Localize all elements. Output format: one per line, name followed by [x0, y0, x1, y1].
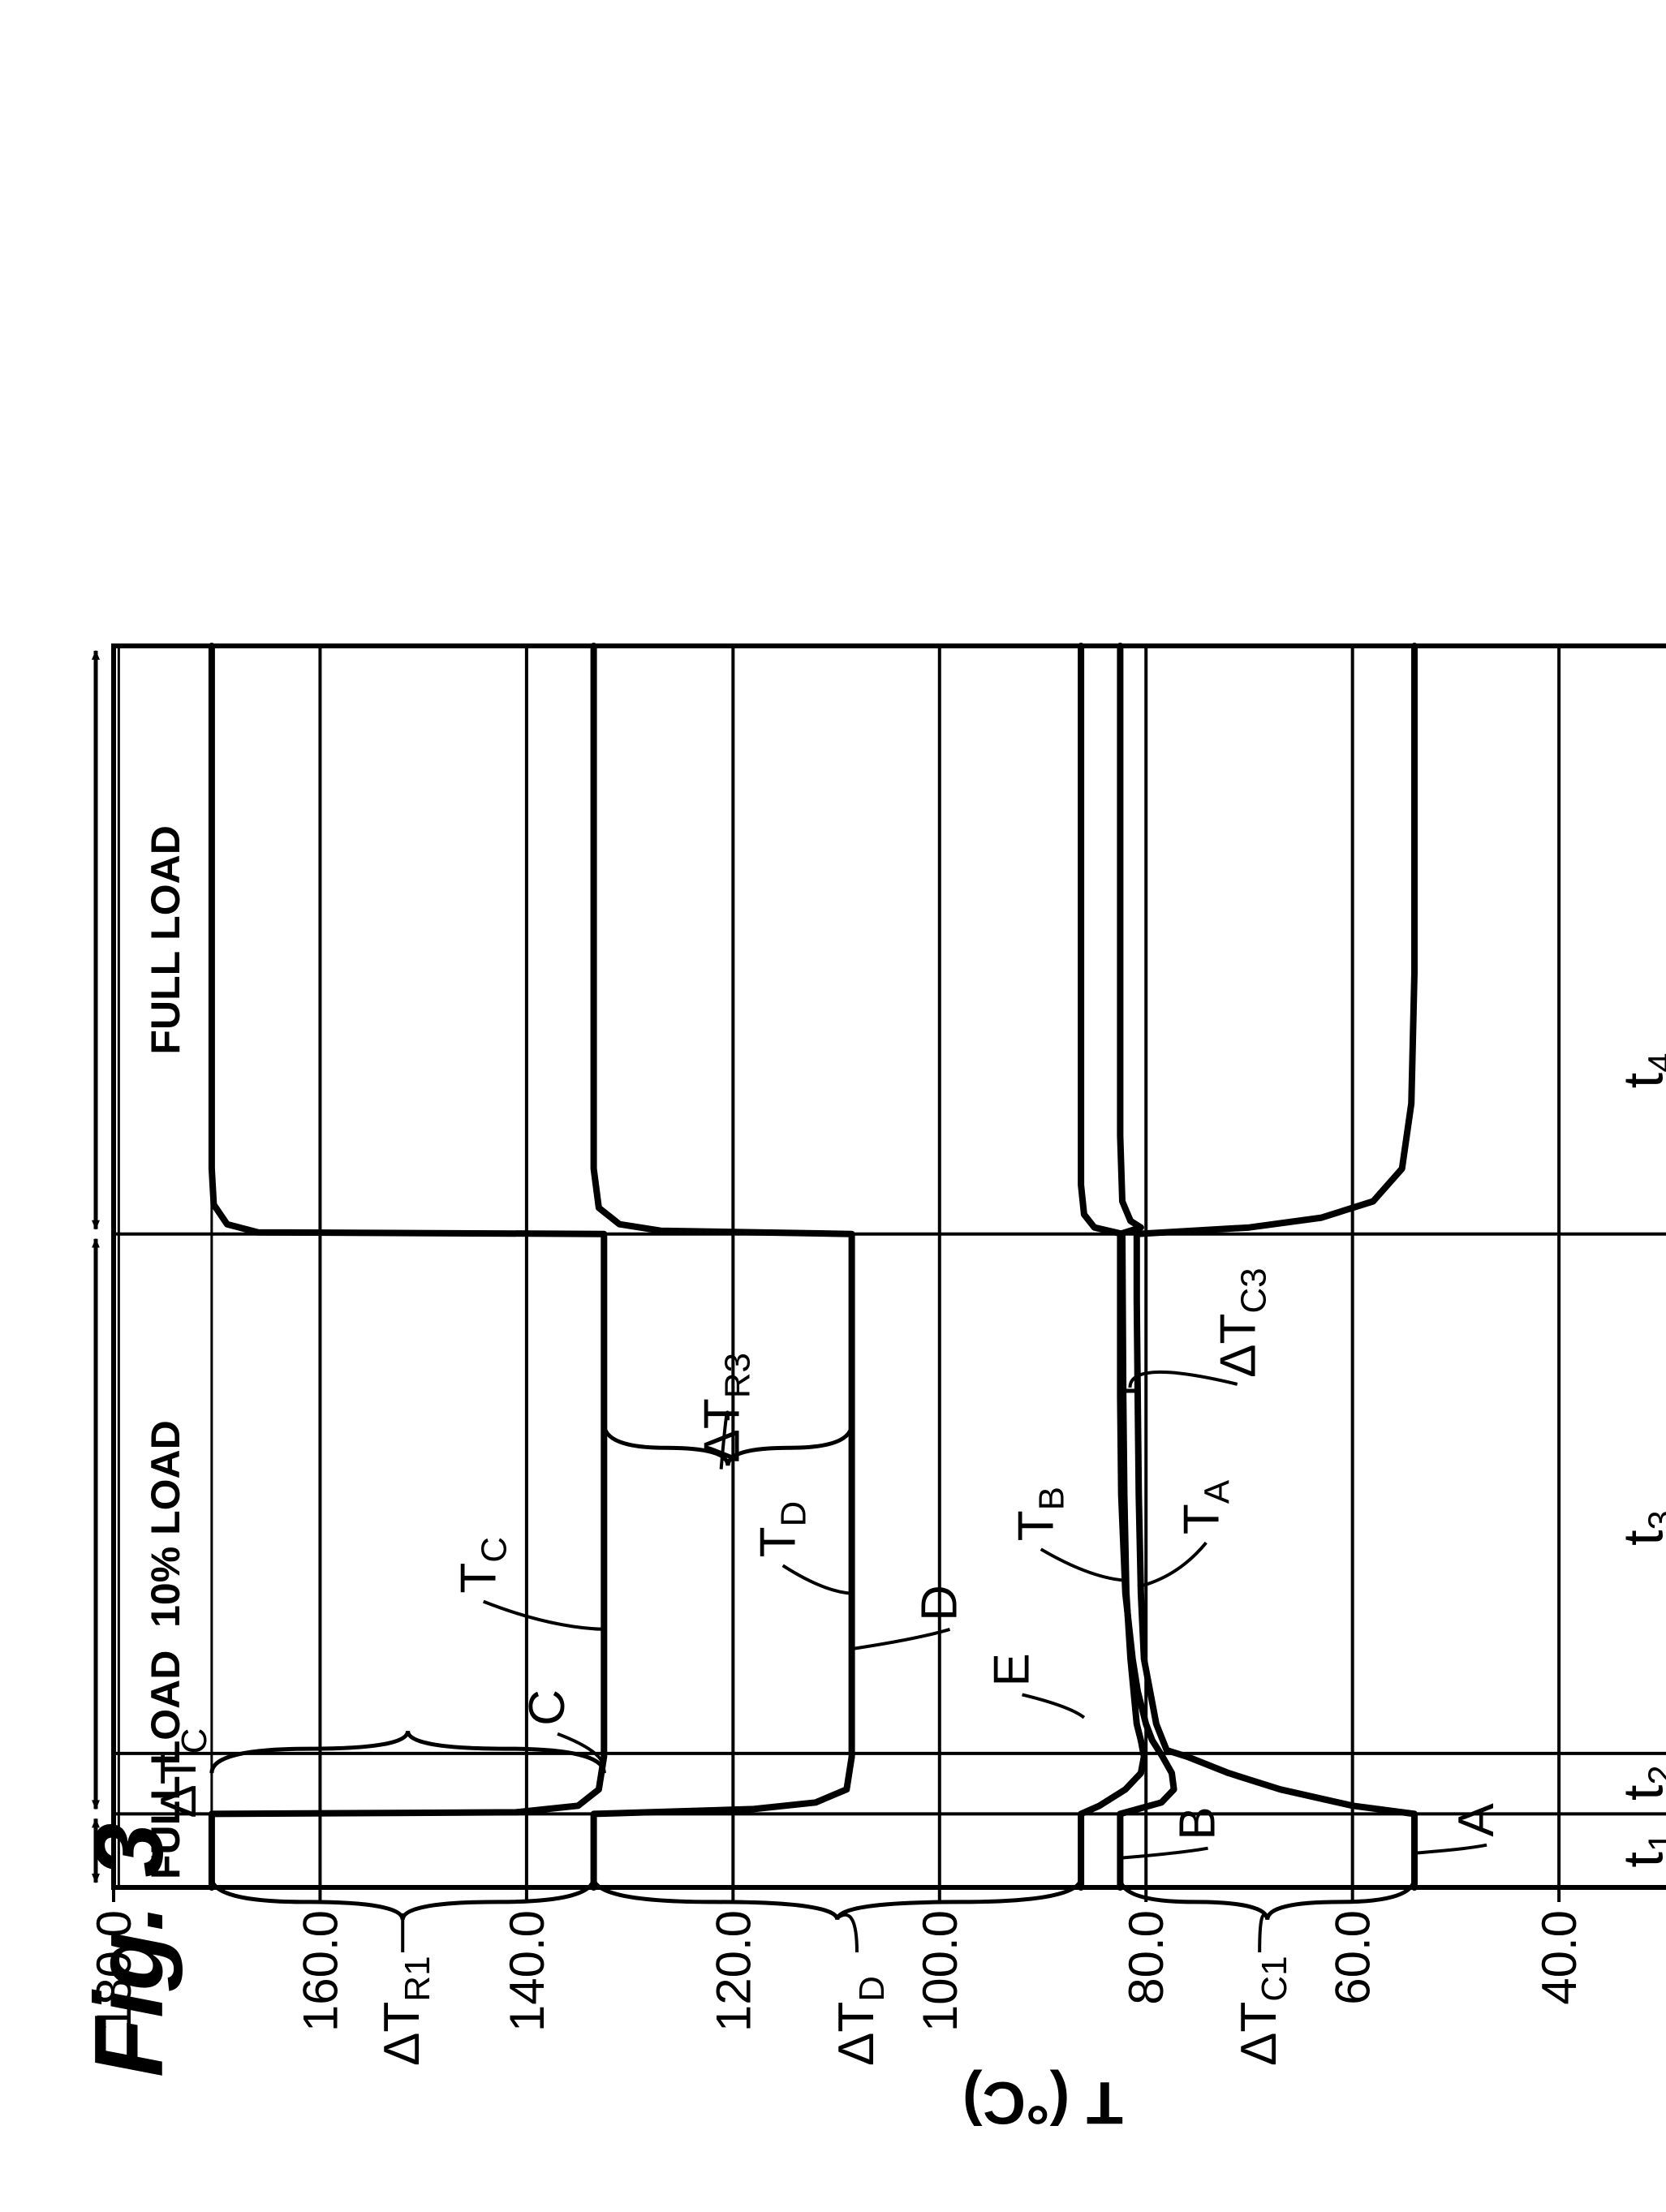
leader — [783, 1565, 852, 1593]
temp-tag: TD — [751, 1501, 814, 1558]
curve-tag: D — [912, 1585, 968, 1621]
temp-tag: TA — [1173, 1479, 1237, 1534]
temp-tag: ΔTR3 — [695, 1353, 758, 1463]
curve-tag: C — [519, 1689, 575, 1726]
delta-brace — [594, 1878, 1081, 1920]
leader — [557, 1734, 603, 1763]
curve-D — [594, 646, 852, 1887]
leader — [1259, 1915, 1268, 1952]
leader — [1022, 1694, 1084, 1717]
load-segment-label: FULL LOAD — [143, 825, 188, 1054]
leader — [484, 1602, 605, 1629]
y-tick-label: 120.0 — [706, 1910, 760, 2032]
leader — [1041, 1549, 1124, 1580]
chart-container: 05001000150020002500300035000.020.040.06… — [0, 0, 1666, 2212]
curve-A — [1137, 646, 1414, 1887]
y-axis-label: T (°C) — [962, 2069, 1123, 2137]
temp-tag: ΔTR1 — [374, 1956, 437, 2066]
y-tick-label: 180.0 — [87, 1910, 141, 2032]
leader — [1414, 1845, 1487, 1853]
temp-tag: ΔTC1 — [1231, 1956, 1294, 2066]
curve-tag: B — [1170, 1806, 1226, 1840]
time-segment-label: t4 — [1611, 1053, 1666, 1089]
curve-tag: A — [1449, 1803, 1505, 1837]
temp-tag: TC — [451, 1537, 514, 1594]
curve-tag: E — [984, 1653, 1040, 1686]
leader — [837, 1915, 857, 1952]
temp-tag: ΔTC3 — [1211, 1267, 1274, 1378]
y-tick-label: 60.0 — [1326, 1910, 1380, 2005]
y-tick-label: 40.0 — [1532, 1910, 1586, 2005]
load-segment-label: 10% LOAD — [143, 1420, 188, 1628]
page: Fig. 3 05001000150020002500300035000.020… — [0, 0, 1666, 2212]
y-tick-label: 140.0 — [500, 1910, 554, 2032]
leader — [1120, 1848, 1208, 1858]
chart-svg: 05001000150020002500300035000.020.040.06… — [0, 0, 1666, 2212]
time-segment-label: t2 — [1611, 1765, 1666, 1801]
y-tick-label: 160.0 — [293, 1910, 347, 2032]
leader — [1138, 1543, 1206, 1586]
y-tick-label: 80.0 — [1119, 1910, 1173, 2005]
temp-tag: TB — [1009, 1487, 1072, 1541]
time-segment-label: t3 — [1611, 1510, 1666, 1546]
leader — [852, 1629, 950, 1649]
plot-frame — [114, 646, 1666, 1887]
time-segment-label: t1 — [1611, 1832, 1666, 1868]
y-tick-label: 100.0 — [913, 1910, 967, 2032]
temp-tag: ΔTD — [829, 1976, 892, 2066]
